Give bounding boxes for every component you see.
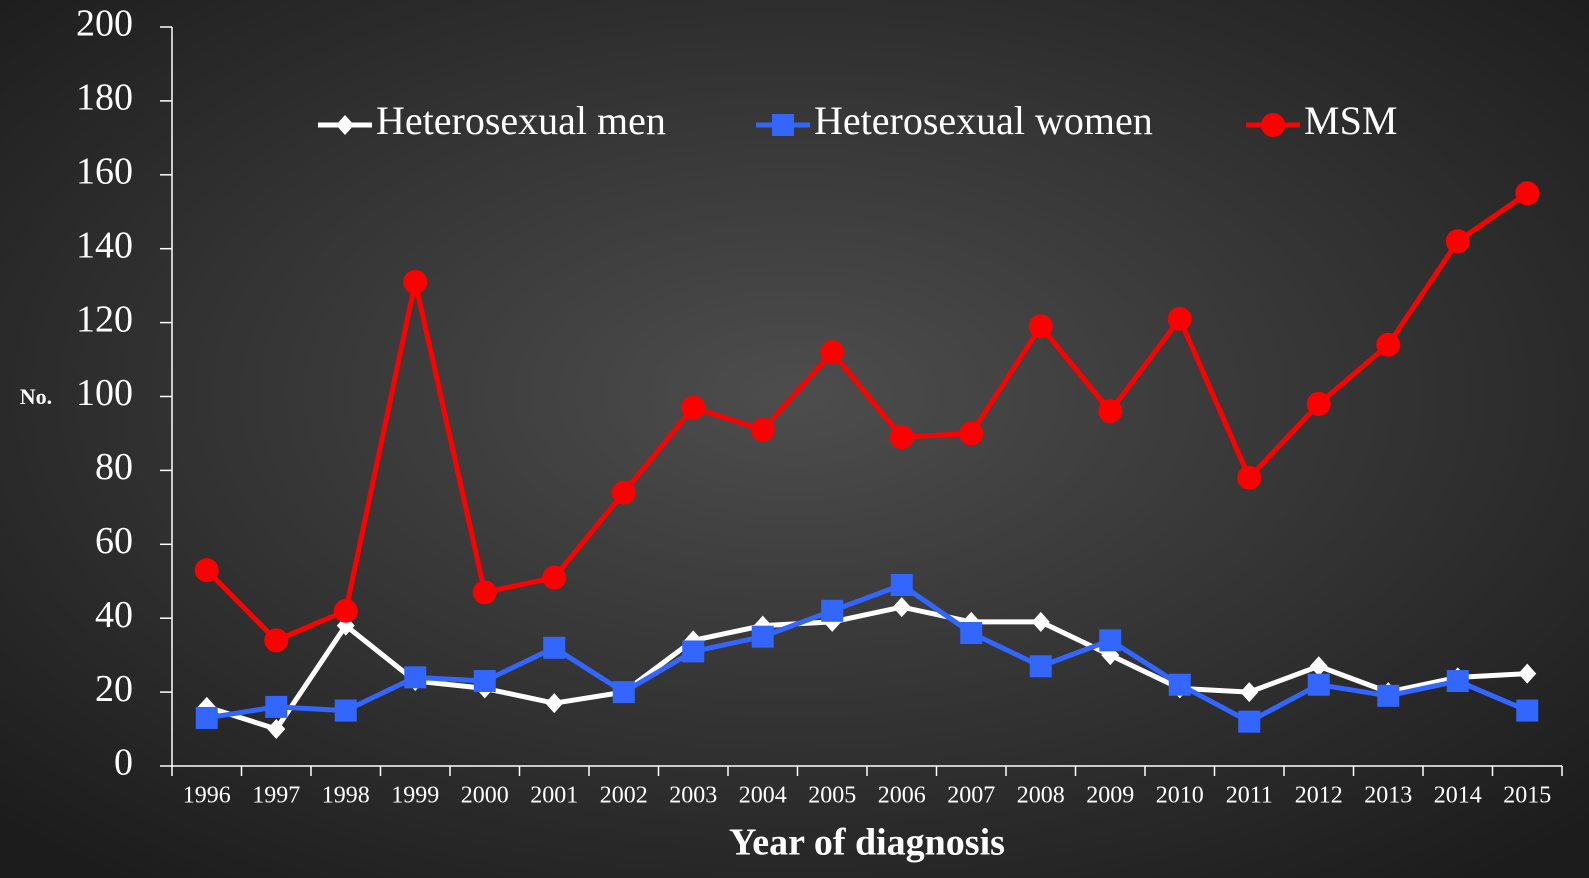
marker bbox=[1029, 655, 1052, 678]
marker bbox=[543, 636, 566, 659]
marker bbox=[336, 115, 354, 135]
x-tick-label: 2012 bbox=[1295, 783, 1343, 809]
marker bbox=[612, 681, 635, 704]
y-tick-label: 0 bbox=[114, 742, 133, 784]
marker bbox=[960, 621, 983, 644]
marker bbox=[959, 421, 984, 446]
marker bbox=[1261, 113, 1285, 137]
marker bbox=[751, 625, 774, 648]
x-tick-label: 2004 bbox=[739, 783, 787, 809]
y-tick-label: 80 bbox=[95, 446, 133, 488]
x-tick-label: 1999 bbox=[391, 783, 439, 809]
marker bbox=[403, 269, 428, 294]
marker bbox=[194, 558, 219, 583]
y-tick-label: 60 bbox=[95, 520, 133, 562]
marker bbox=[892, 597, 911, 618]
x-tick-label: 2013 bbox=[1364, 783, 1412, 809]
y-tick-label: 180 bbox=[76, 77, 133, 119]
marker bbox=[1237, 465, 1262, 490]
marker bbox=[750, 417, 775, 442]
marker bbox=[1309, 656, 1328, 677]
marker bbox=[821, 599, 844, 622]
marker bbox=[404, 666, 427, 689]
marker bbox=[1515, 181, 1540, 206]
x-tick-label: 2010 bbox=[1156, 783, 1204, 809]
marker bbox=[890, 573, 913, 596]
marker bbox=[1028, 314, 1053, 339]
x-tick-label: 2009 bbox=[1086, 783, 1134, 809]
marker bbox=[1376, 332, 1401, 357]
marker bbox=[1377, 684, 1400, 707]
marker bbox=[265, 695, 288, 718]
y-tick-label: 160 bbox=[76, 151, 133, 193]
marker bbox=[333, 598, 358, 623]
marker bbox=[1446, 670, 1469, 693]
marker bbox=[334, 699, 357, 722]
x-tick-label: 1998 bbox=[322, 783, 370, 809]
marker bbox=[1445, 229, 1470, 254]
marker bbox=[889, 425, 914, 450]
marker bbox=[611, 480, 636, 505]
x-tick-label: 2001 bbox=[530, 783, 578, 809]
x-tick-label: 2011 bbox=[1226, 783, 1273, 809]
marker bbox=[542, 565, 567, 590]
x-tick-label: 2006 bbox=[878, 783, 926, 809]
x-tick-label: 1997 bbox=[252, 783, 300, 809]
legend-label: MSM bbox=[1304, 98, 1397, 143]
y-tick-label: 40 bbox=[95, 594, 133, 636]
marker bbox=[267, 719, 286, 740]
series-line bbox=[204, 191, 1529, 643]
x-tick-label: 2002 bbox=[600, 783, 648, 809]
series-line bbox=[206, 582, 1529, 725]
y-tick-label: 200 bbox=[76, 3, 133, 45]
y-axis-title: No. bbox=[20, 384, 52, 409]
marker bbox=[264, 628, 289, 653]
legend-label: Heterosexual men bbox=[376, 98, 666, 143]
marker bbox=[682, 640, 705, 663]
y-tick-label: 20 bbox=[95, 668, 133, 710]
marker bbox=[1167, 306, 1192, 331]
x-tick-label: 2000 bbox=[461, 783, 509, 809]
legend-label: Heterosexual women bbox=[814, 98, 1153, 143]
marker bbox=[1168, 673, 1191, 696]
marker bbox=[772, 114, 794, 136]
x-tick-label: 2014 bbox=[1434, 783, 1482, 809]
x-tick-label: 2003 bbox=[669, 783, 717, 809]
x-tick-label: 2005 bbox=[808, 783, 856, 809]
marker bbox=[1306, 391, 1331, 416]
y-tick-label: 100 bbox=[76, 372, 133, 414]
series-line bbox=[205, 604, 1528, 732]
marker bbox=[1031, 611, 1050, 632]
marker bbox=[473, 670, 496, 693]
marker bbox=[820, 340, 845, 365]
marker bbox=[1099, 629, 1122, 652]
marker bbox=[1307, 673, 1330, 696]
marker bbox=[1518, 663, 1537, 684]
x-tick-label: 2015 bbox=[1503, 783, 1551, 809]
y-tick-label: 140 bbox=[76, 224, 133, 266]
y-tick-label: 120 bbox=[76, 298, 133, 340]
marker bbox=[195, 706, 218, 729]
x-tick-label: 2007 bbox=[947, 783, 995, 809]
marker bbox=[681, 395, 706, 420]
x-tick-label: 2008 bbox=[1017, 783, 1065, 809]
marker bbox=[472, 580, 497, 605]
marker bbox=[1098, 399, 1123, 424]
x-axis-title: Year of diagnosis bbox=[729, 822, 1005, 864]
marker bbox=[1240, 682, 1259, 703]
marker bbox=[545, 693, 564, 714]
x-tick-label: 1996 bbox=[183, 783, 231, 809]
marker bbox=[1516, 699, 1539, 722]
marker bbox=[1238, 710, 1261, 733]
